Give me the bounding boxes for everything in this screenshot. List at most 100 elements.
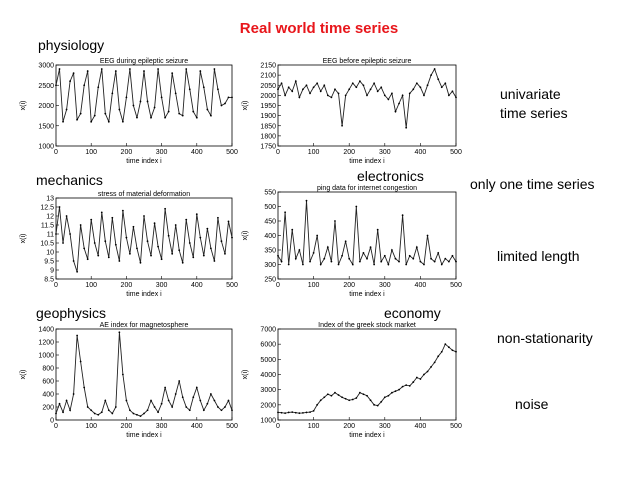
data-point: [341, 396, 343, 399]
data-point: [373, 403, 376, 406]
y-axis-label: x(i): [242, 370, 249, 380]
data-point: [455, 260, 457, 263]
data-point: [220, 409, 223, 412]
data-point: [192, 256, 195, 259]
y-tick-label: 1850: [260, 123, 276, 130]
data-point: [430, 74, 432, 77]
data-point: [107, 120, 110, 123]
y-tick-label: 10.5: [40, 241, 54, 248]
plot-frame: [277, 64, 457, 147]
label-economy: economy: [384, 305, 441, 321]
data-point: [213, 399, 216, 402]
data-point: [100, 211, 103, 214]
data-point: [227, 399, 230, 402]
x-tick-label: 400: [191, 282, 203, 289]
data-point: [415, 82, 418, 85]
series-line: [277, 343, 457, 414]
x-tick-label: 200: [343, 282, 355, 289]
data-point: [231, 96, 233, 99]
data-point: [160, 96, 163, 99]
data-point: [426, 84, 429, 87]
data-point: [192, 110, 195, 113]
y-tick-label: 11: [47, 232, 54, 239]
x-tick-label: 100: [85, 423, 97, 430]
data-point: [383, 254, 386, 257]
slide-title: Real world time series: [239, 20, 399, 37]
y-tick-label: 450: [264, 219, 276, 226]
data-point: [440, 263, 443, 266]
data-point: [316, 82, 319, 85]
data-point: [408, 384, 411, 387]
data-point: [455, 96, 457, 99]
data-point: [199, 70, 202, 72]
bullet-limited-length: limited length: [497, 248, 580, 264]
data-point: [185, 218, 188, 221]
data-point: [323, 396, 326, 399]
data-point: [334, 391, 336, 394]
data-point: [79, 360, 82, 363]
data-point: [188, 88, 191, 91]
y-tick-label: 6000: [260, 342, 276, 349]
y-tick-label: 2100: [260, 73, 276, 80]
data-point: [351, 263, 354, 266]
data-point: [344, 240, 347, 243]
data-point: [231, 409, 233, 412]
x-tick-label: 0: [276, 149, 280, 156]
data-point: [114, 243, 117, 246]
data-point: [146, 100, 149, 103]
data-point: [451, 90, 454, 93]
data-point: [405, 384, 408, 387]
data-point: [366, 257, 368, 260]
y-tick-label: 400: [42, 392, 54, 399]
x-tick-label: 0: [54, 423, 58, 430]
data-point: [284, 211, 287, 214]
data-point: [319, 263, 322, 266]
data-point: [188, 242, 191, 244]
y-tick-label: 4000: [260, 372, 276, 379]
plot-frame: [277, 328, 457, 421]
y-tick-label: 1000: [260, 418, 276, 425]
y-tick-label: 10: [46, 250, 54, 257]
y-tick-label: 1800: [260, 133, 276, 140]
data-point: [107, 256, 110, 259]
data-point: [139, 100, 142, 103]
data-point: [351, 398, 354, 401]
data-point: [366, 94, 368, 97]
x-axis-label: time index i: [349, 158, 385, 165]
y-tick-label: 12.5: [40, 205, 54, 212]
y-tick-label: 350: [264, 248, 276, 255]
data-point: [72, 393, 75, 395]
chart-electronics: ping data for internet congestion 0 100 200…: [240, 183, 462, 301]
data-point: [114, 406, 117, 408]
x-tick-label: 500: [450, 282, 462, 289]
data-point: [412, 257, 415, 260]
plot-frame: [55, 64, 233, 147]
x-tick-label: 100: [308, 282, 320, 289]
data-point: [423, 94, 425, 97]
data-point: [302, 411, 304, 414]
data-point: [398, 388, 400, 391]
x-tick-label: 100: [308, 149, 320, 156]
data-point: [195, 386, 198, 389]
data-point: [294, 257, 297, 260]
data-point: [419, 260, 422, 263]
data-point: [150, 254, 152, 257]
data-point: [206, 402, 209, 405]
data-point: [213, 260, 216, 262]
data-point: [323, 257, 326, 260]
data-point: [136, 116, 138, 119]
data-point: [174, 224, 177, 226]
data-point: [348, 88, 351, 91]
x-axis-label: time index i: [349, 432, 385, 439]
data-point: [121, 209, 124, 212]
data-point: [426, 234, 429, 237]
data-point: [231, 236, 233, 239]
data-point: [171, 406, 174, 408]
x-tick-label: 300: [379, 423, 391, 430]
data-point: [146, 240, 149, 243]
x-tick-label: 200: [121, 423, 133, 430]
x-tick-label: 500: [450, 149, 462, 156]
data-point: [380, 86, 383, 89]
data-point: [323, 84, 326, 87]
data-point: [302, 263, 304, 266]
